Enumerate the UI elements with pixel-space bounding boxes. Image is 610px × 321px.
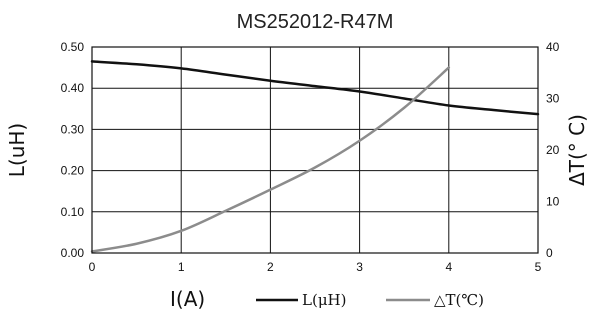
- x-tick-label-4: 4: [445, 260, 452, 274]
- chart-title: MS252012-R47M: [237, 11, 394, 33]
- y2-axis-label: ΔT(° C): [565, 114, 589, 186]
- y-axis-label: L(uH): [5, 123, 29, 177]
- x-tick-label-3: 3: [356, 260, 363, 274]
- y-tick-label-2: 0.20: [61, 164, 85, 178]
- y-tick-label-5: 0.50: [61, 40, 85, 54]
- x-axis-label: I(A): [170, 287, 205, 311]
- legend: L(μH) △T(℃): [256, 291, 484, 309]
- series-line-inductance: [90, 60, 540, 116]
- y2-tick-label-4: 40: [546, 40, 560, 54]
- plot-frame: [91, 46, 539, 254]
- legend-label-dt: △T(℃): [434, 291, 484, 309]
- y-tick-label-3: 0.30: [61, 122, 85, 136]
- x-tick-label-2: 2: [267, 260, 274, 274]
- series-layer: [90, 60, 540, 253]
- grid: [91, 46, 539, 254]
- legend-label-l: L(μH): [302, 291, 347, 309]
- x-tick-label-1: 1: [178, 260, 185, 274]
- y2-tick-label-1: 10: [546, 195, 560, 209]
- series-line-temperature: [90, 66, 451, 253]
- x-tick-label-5: 5: [535, 260, 542, 274]
- y-tick-label-4: 0.40: [61, 81, 85, 95]
- y-tick-label-1: 0.10: [61, 205, 85, 219]
- y2-tick-label-2: 20: [546, 143, 560, 157]
- y2-tick-label-0: 0: [546, 246, 553, 260]
- y-tick-label-0: 0.00: [61, 246, 85, 260]
- tick-labels: 0 1 2 3 4 5 0.00 0.10 0.20 0.30 0.40 0.50 0 10 20 30 40: [61, 40, 560, 274]
- y2-tick-label-3: 30: [546, 92, 560, 106]
- x-tick-label-0: 0: [89, 260, 96, 274]
